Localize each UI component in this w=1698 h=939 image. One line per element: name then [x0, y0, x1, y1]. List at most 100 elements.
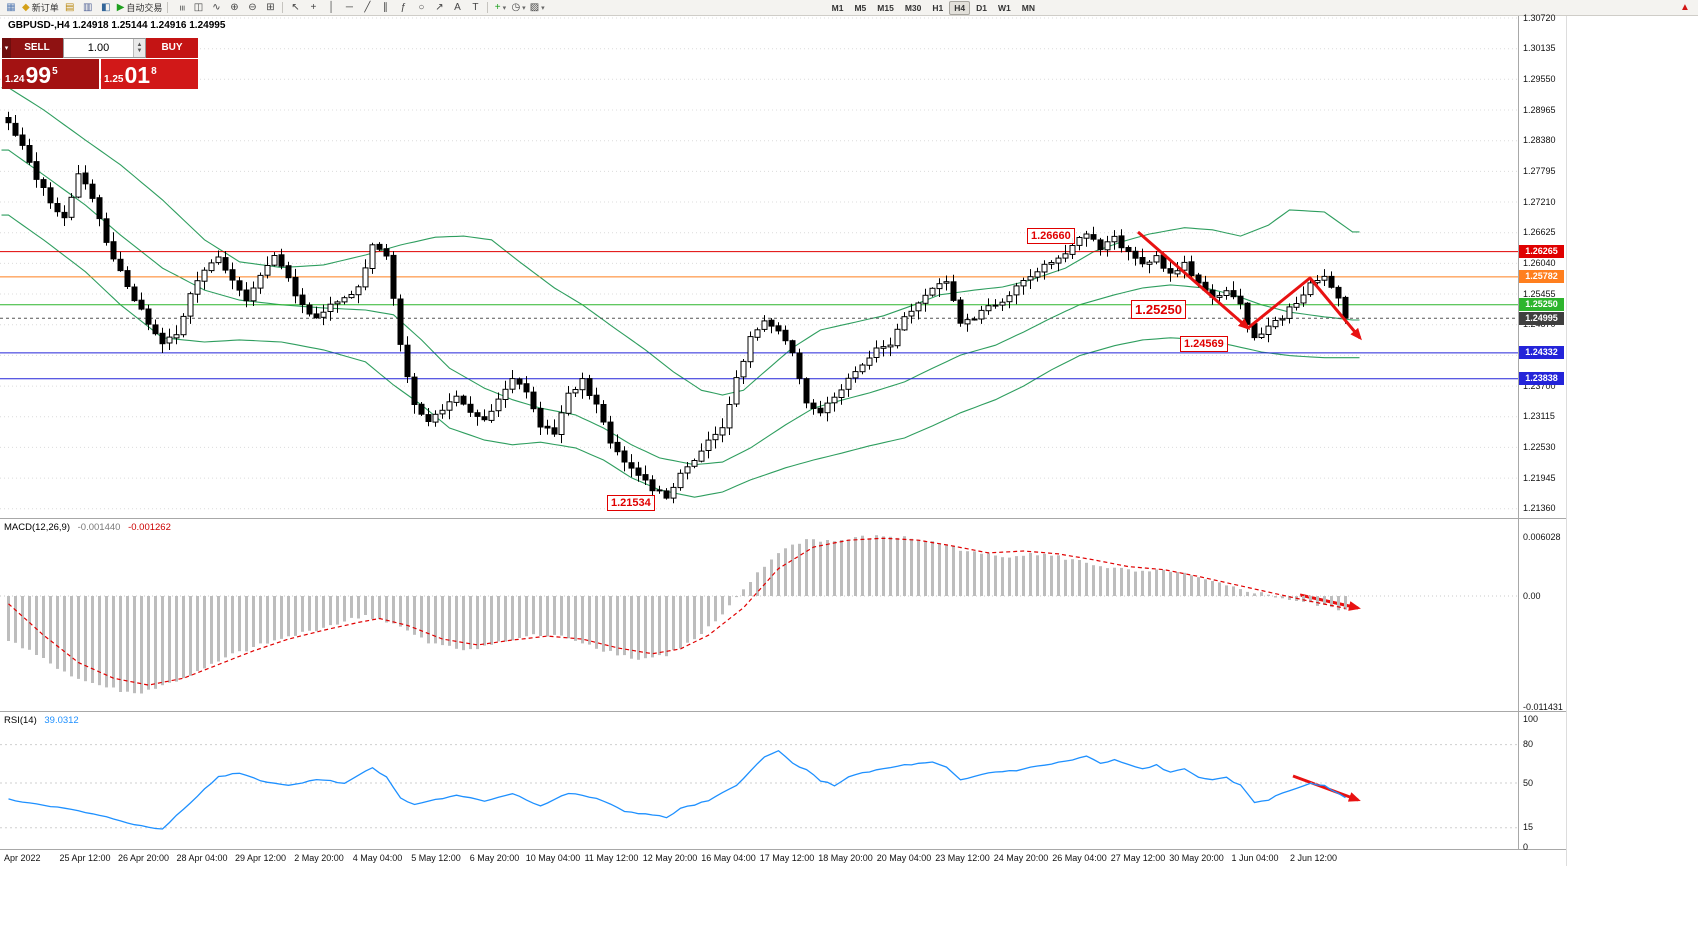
candlestick-chart-icon[interactable]: ◫: [189, 1, 207, 15]
trend-arrow[interactable]: [1292, 774, 1361, 802]
cursor-icon: ↖: [291, 1, 300, 13]
new-order-label: 新订单: [31, 3, 59, 13]
price-axis-label: 1.23115: [1523, 411, 1555, 422]
data-window-icon[interactable]: ▥: [79, 1, 97, 15]
bid-price-tile[interactable]: 1.24 99 5: [2, 59, 99, 89]
macd-value-signal: -0.001262: [128, 522, 171, 533]
new-order-icon: ◆: [22, 1, 30, 13]
price-axis-label: 1.27210: [1523, 196, 1556, 207]
sell-button[interactable]: SELL: [11, 38, 63, 58]
timeframe-H4[interactable]: H4: [949, 0, 971, 15]
market-watch-icon[interactable]: ▤: [61, 1, 79, 15]
bar-chart-icon[interactable]: ≡: [171, 1, 189, 15]
new-order-button[interactable]: ◆ 新订单: [20, 1, 61, 15]
timeframe-M15[interactable]: M15: [877, 2, 894, 13]
price-annotation[interactable]: 1.25250: [1131, 300, 1186, 319]
navigator-icon[interactable]: ◧: [97, 1, 115, 15]
timeframe-W1[interactable]: W1: [998, 2, 1011, 13]
zoom-in-icon[interactable]: ⊕: [225, 1, 243, 15]
text-label-icon[interactable]: T: [466, 1, 484, 15]
one-click-trading-panel: ▾ SELL 1.00 ▲ ▼ BUY 1.24 99 5 1.25 01 8: [2, 38, 198, 89]
ask-pips: 01: [124, 62, 151, 88]
candles-layer: [5, 111, 1349, 504]
macd-name: MACD(12,26,9): [4, 522, 70, 533]
timeframe-M1[interactable]: M1: [831, 2, 844, 13]
timeframe-MN[interactable]: MN: [1021, 2, 1035, 13]
buy-button[interactable]: BUY: [146, 38, 198, 58]
price-axis[interactable]: 1.30720 1.30135 1.29550 1.28965 1.28380 1.277…: [1519, 0, 1566, 866]
bid-point: 5: [52, 66, 58, 77]
volume-field[interactable]: 1.00 ▲ ▼: [63, 38, 146, 58]
spinner-down-icon[interactable]: ▼: [136, 48, 143, 54]
text-label-icon: T: [472, 1, 479, 13]
autotrading-icon: ▶: [116, 1, 125, 13]
crosshair-icon: +: [310, 1, 317, 13]
rsi-panel-svg[interactable]: [0, 713, 1518, 849]
crosshair-icon[interactable]: +: [304, 1, 322, 15]
volume-value[interactable]: 1.00: [87, 42, 110, 54]
spinner-up-icon[interactable]: ▲: [136, 42, 143, 48]
macd-axis-label: 0.006028: [1523, 531, 1561, 542]
trend-arrow[interactable]: [1137, 230, 1251, 330]
timeframe-H1[interactable]: H1: [932, 2, 944, 13]
price-tag: 1.25782: [1519, 270, 1564, 284]
toolbar-separator: [282, 2, 284, 13]
time-axis-label: 2 May 20:00: [294, 853, 344, 863]
price-axis-label: 1.22530: [1523, 441, 1556, 452]
trade-panel-collapse-icon[interactable]: ▾: [2, 38, 11, 58]
templates-icon[interactable]: ▨ ▾: [528, 1, 547, 15]
time-axis-label: 30 May 20:00: [1169, 853, 1224, 863]
time-axis-label: Apr 2022: [4, 853, 41, 863]
price-tag: 1.25250: [1519, 298, 1564, 312]
price-axis-label: 1.27795: [1523, 165, 1556, 176]
new-chart-icon[interactable]: ▦: [2, 1, 20, 15]
price-annotation[interactable]: 1.24569: [1180, 336, 1228, 352]
price-tag: 1.26265: [1519, 245, 1564, 259]
autotrading-button[interactable]: ▶ 自动交易: [115, 1, 165, 15]
periods-dropdown-icon[interactable]: ▾: [522, 4, 526, 12]
price-annotation[interactable]: 1.26660: [1027, 228, 1075, 244]
zoom-out-icon[interactable]: ⊖: [243, 1, 261, 15]
line-chart-icon[interactable]: ∿: [207, 1, 225, 15]
periods-icon[interactable]: ◷ ▾: [509, 1, 527, 15]
vertical-line-icon[interactable]: │: [322, 1, 340, 15]
trendline-icon[interactable]: ╱: [358, 1, 376, 15]
trend-arrow[interactable]: [1247, 276, 1362, 341]
toolbar-separator: [167, 2, 169, 13]
tile-windows-icon[interactable]: ⊞: [261, 1, 279, 15]
arrows-icon[interactable]: ↗: [430, 1, 448, 15]
horizontal-line-icon[interactable]: ─: [340, 1, 358, 15]
price-axis-label: 1.21945: [1523, 472, 1556, 483]
panel-splitter-macd[interactable]: [0, 518, 1566, 519]
indicators-icon[interactable]: + ▾: [491, 1, 509, 15]
macd-panel-svg[interactable]: [0, 520, 1518, 711]
ask-price-tile[interactable]: 1.25 01 8: [101, 59, 198, 89]
main-chart-svg[interactable]: [0, 16, 1518, 518]
time-axis-label: 5 May 12:00: [411, 853, 461, 863]
volume-spinner[interactable]: ▲ ▼: [133, 39, 145, 57]
cursor-icon[interactable]: ↖: [286, 1, 304, 15]
corner-logo-icon[interactable]: ▲: [1680, 2, 1690, 13]
timeframe-M5[interactable]: M5: [854, 2, 867, 13]
panel-splitter-rsi[interactable]: [0, 711, 1566, 712]
time-axis-label: 11 May 12:00: [584, 853, 639, 863]
timeframe-M30[interactable]: M30: [904, 2, 922, 13]
equidistant-channel-icon[interactable]: ∥: [376, 1, 394, 15]
trend-arrow[interactable]: [1299, 593, 1361, 611]
indicators-dropdown-icon[interactable]: ▾: [502, 4, 507, 12]
fibonacci-icon[interactable]: ƒ: [394, 1, 412, 15]
price-tag: 1.24332: [1519, 346, 1564, 360]
window-right-edge: [1566, 16, 1567, 866]
templates-icon: ▨: [529, 1, 540, 13]
shapes-icon[interactable]: ○: [412, 1, 430, 15]
price-annotation[interactable]: 1.21534: [607, 495, 655, 511]
macd-axis-label: -0.011431: [1523, 702, 1563, 713]
text-icon[interactable]: A: [448, 1, 466, 15]
time-axis-label: 20 May 04:00: [876, 853, 932, 863]
templates-dropdown-icon[interactable]: ▾: [541, 4, 545, 12]
zoom-in-icon: ⊕: [230, 1, 239, 13]
navigator-icon: ◧: [100, 1, 111, 13]
timeframe-D1[interactable]: D1: [976, 2, 987, 13]
time-axis[interactable]: Apr 2022 25 Apr 12:00 26 Apr 20:00 28 Apr 0…: [0, 849, 1566, 867]
rsi-value: 39.0312: [44, 715, 79, 726]
